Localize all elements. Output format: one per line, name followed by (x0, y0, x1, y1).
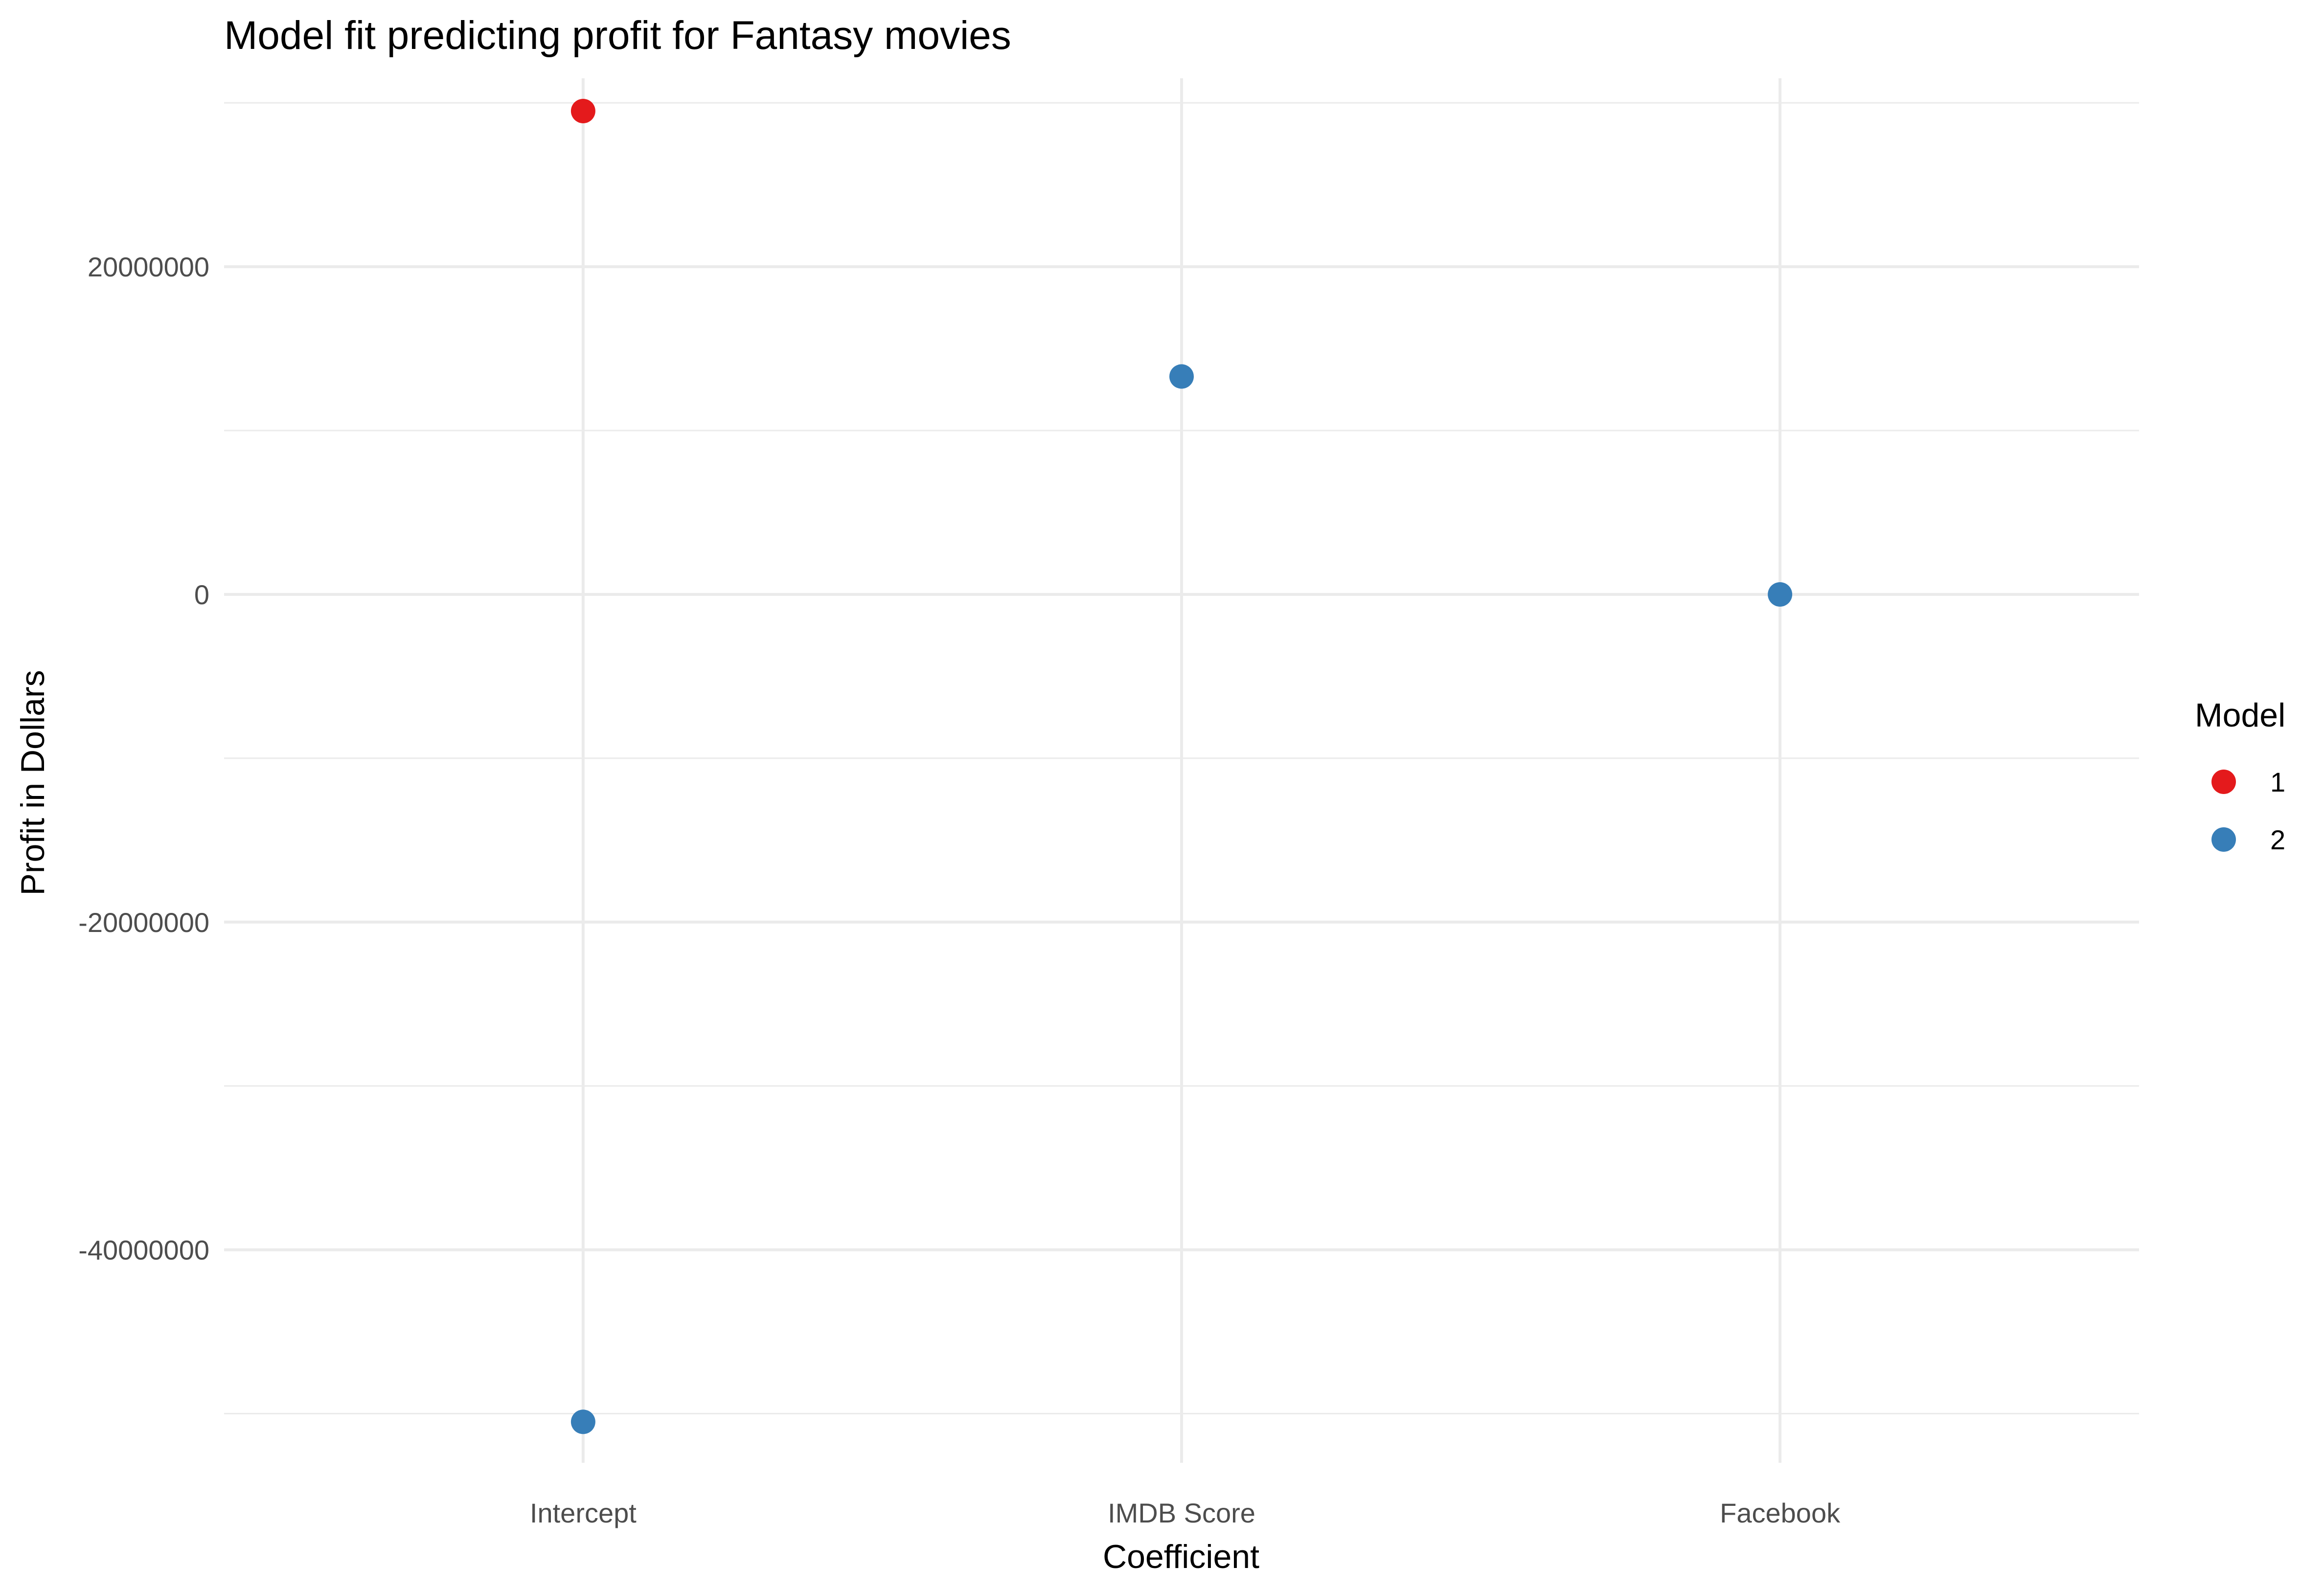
y-tick-label: 0 (194, 579, 209, 610)
data-point (570, 98, 595, 123)
legend-label: 1 (2270, 767, 2285, 797)
y-tick-label: -20000000 (78, 907, 209, 938)
x-axis-ticks: Intercept IMDB Score Facebook (530, 1498, 1841, 1528)
x-tick-label: Facebook (1720, 1498, 1841, 1528)
data-point (1169, 364, 1194, 389)
legend-key (2211, 770, 2236, 794)
data-point (1768, 582, 1793, 607)
legend: Model 12 (2195, 697, 2285, 855)
data-points (570, 98, 1793, 1434)
legend-label: 2 (2270, 824, 2285, 855)
grid (224, 78, 2139, 1463)
y-tick-label: -40000000 (78, 1235, 209, 1266)
x-tick-label: IMDB Score (1108, 1498, 1255, 1528)
y-tick-label: 20000000 (88, 251, 209, 282)
legend-key (2211, 827, 2236, 852)
legend-title: Model (2195, 697, 2285, 734)
legend-entries: 12 (2211, 767, 2285, 855)
y-axis-ticks: -40000000 -20000000 0 20000000 (78, 251, 209, 1265)
y-axis-title: Profit in Dollars (14, 670, 51, 895)
x-tick-label: Intercept (530, 1498, 637, 1528)
x-axis-title: Coefficient (1103, 1538, 1259, 1575)
chart-title: Model fit predicting profit for Fantasy … (224, 13, 1011, 58)
data-point (570, 1409, 595, 1434)
